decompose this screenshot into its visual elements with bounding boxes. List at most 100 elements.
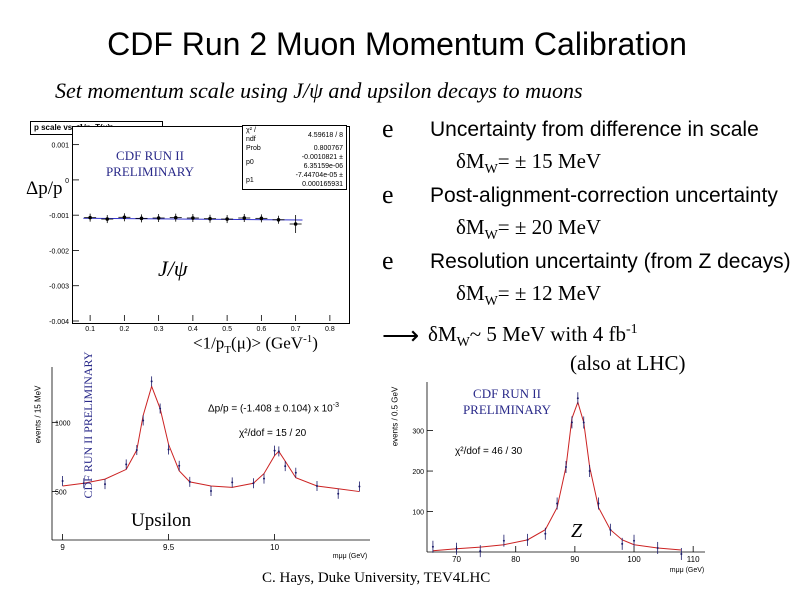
data-point bbox=[252, 482, 255, 485]
data-point bbox=[633, 539, 636, 542]
data-point bbox=[502, 539, 505, 542]
stat-value: 0.800767 bbox=[313, 145, 343, 152]
data-point bbox=[431, 545, 434, 548]
conclusion-sup: -1 bbox=[626, 322, 638, 337]
upsilon-fit-result: Δp/p = (-1.408 ± 0.104) x 10-3 bbox=[208, 402, 339, 414]
xlabel-part: <1/p bbox=[193, 333, 225, 353]
jpsi-preliminary-label: CDF RUN II PRELIMINARY bbox=[80, 148, 220, 180]
bullet-delta-mw: δMW= ± 15 MeV bbox=[456, 149, 601, 178]
x-tick-label: 70 bbox=[452, 555, 461, 564]
data-point bbox=[680, 552, 683, 555]
bullet-symbol: e bbox=[382, 180, 394, 209]
data-point bbox=[273, 449, 276, 452]
x-tick-label: 90 bbox=[570, 555, 579, 564]
fit-curve bbox=[432, 400, 682, 552]
data-point bbox=[576, 397, 579, 400]
bullet-symbol: e bbox=[382, 246, 394, 275]
upsilon-y-axis-label: events / 15 MeV bbox=[33, 385, 43, 444]
slide-subtitle: Set momentum scale using J/ψ and upsilon… bbox=[55, 78, 583, 103]
dm-sub: W bbox=[484, 294, 498, 310]
stat-value: 4.59618 / 8 bbox=[307, 131, 343, 139]
x-tick-label: 0.2 bbox=[120, 326, 130, 333]
data-point bbox=[656, 546, 659, 549]
dm-prefix: δM bbox=[456, 149, 485, 173]
slide-title: CDF Run 2 Muon Momentum Calibration bbox=[107, 26, 687, 62]
x-tick-label: 0.8 bbox=[325, 326, 335, 333]
data-point bbox=[276, 217, 281, 222]
prelim-line-1: CDF RUN II bbox=[116, 148, 184, 163]
z-decay-label: Z bbox=[571, 520, 583, 542]
conclusion-text: ~ 5 MeV with 4 fb bbox=[469, 322, 627, 346]
dm-value: = ± 20 MeV bbox=[497, 215, 602, 239]
z-preliminary-label: CDF RUN II PRELIMINARY bbox=[437, 386, 577, 418]
stat-label: χ² / ndf bbox=[246, 127, 256, 143]
jpsi-fit-stats-box: χ² / ndf 4.59618 / 8 Prob 0.800767 p0 -0.00… bbox=[242, 125, 347, 190]
x-tick-label: 0.6 bbox=[257, 326, 267, 333]
x-tick-label: 0.5 bbox=[222, 326, 232, 333]
data-point bbox=[135, 449, 138, 452]
xlabel-part: (μ)> (GeV bbox=[231, 333, 304, 353]
xlabel-sub: T bbox=[224, 344, 232, 357]
data-point bbox=[150, 380, 153, 383]
stat-label: p0 bbox=[246, 158, 254, 166]
bullet-text: Uncertainty from difference in scale bbox=[430, 118, 759, 141]
data-point bbox=[231, 481, 234, 484]
jpsi-x-axis-label: <1/pT(μ)> (GeV-1) bbox=[193, 333, 318, 356]
jpsi-y-axis-label: Δp/p bbox=[26, 178, 63, 199]
data-point bbox=[156, 216, 161, 220]
data-point bbox=[105, 217, 110, 221]
dm-sub: W bbox=[484, 162, 498, 178]
data-point bbox=[188, 480, 191, 483]
upsilon-plot-panel: 1000 500 9 9.5 10 mμμ (GeV) events / 15 MeV C… bbox=[30, 352, 375, 572]
x-tick-label: 9 bbox=[60, 543, 65, 552]
data-point bbox=[139, 216, 144, 221]
dm-value: = ± 15 MeV bbox=[497, 149, 602, 173]
fit-text: Δp/p = (-1.408 ± 0.104) x 10 bbox=[208, 403, 333, 415]
fit-exp: -3 bbox=[332, 402, 339, 409]
x-tick-label: 0.4 bbox=[188, 326, 198, 333]
prelim-line-2: PRELIMINARY bbox=[462, 402, 552, 417]
y-tick-label: 200 bbox=[412, 469, 424, 476]
xlabel-sup: -1 bbox=[303, 333, 313, 345]
stat-label: p1 bbox=[246, 176, 254, 184]
upsilon-chi2: χ²/dof = 15 / 20 bbox=[239, 428, 307, 439]
data-point bbox=[570, 421, 573, 424]
data-point bbox=[588, 470, 591, 472]
data-point bbox=[104, 483, 106, 486]
data-point bbox=[178, 464, 181, 467]
data-point bbox=[210, 490, 212, 493]
y-tick-label: -0.003 bbox=[49, 284, 69, 291]
xlabel-part: ) bbox=[312, 333, 318, 353]
stat-value: -0.0010821 ± 6.35159e-06 bbox=[301, 154, 343, 170]
y-tick-label: 500 bbox=[55, 490, 67, 497]
conclusion-arrow: ⟶ bbox=[382, 320, 420, 350]
data-point bbox=[294, 471, 297, 474]
x-tick-label: 9.5 bbox=[163, 543, 175, 552]
x-tick-label: 0.7 bbox=[291, 326, 301, 333]
bullet-symbol: e bbox=[382, 114, 394, 143]
data-point bbox=[242, 216, 247, 220]
data-point bbox=[316, 485, 318, 488]
x-tick-label: 110 bbox=[687, 555, 700, 564]
data-point bbox=[82, 482, 85, 485]
bullet-delta-mw: δMW= ± 12 MeV bbox=[456, 281, 601, 310]
upsilon-preliminary-label: CDF RUN II PRELIMINARY bbox=[81, 351, 95, 499]
data-point bbox=[293, 222, 298, 226]
stat-value: -7.44704e-05 ± 0.000165931 bbox=[295, 172, 343, 188]
bullet-delta-mw: δMW= ± 20 MeV bbox=[456, 215, 601, 244]
data-point bbox=[173, 215, 178, 220]
y-tick-label: 300 bbox=[412, 429, 424, 436]
prelim-line-2: PRELIMINARY bbox=[105, 164, 195, 179]
data-point bbox=[556, 502, 559, 505]
data-point bbox=[263, 477, 265, 480]
y-tick-label: -0.002 bbox=[49, 248, 69, 255]
data-point bbox=[259, 216, 264, 221]
y-tick-label: -0.001 bbox=[49, 213, 69, 220]
dm-sub: W bbox=[456, 335, 470, 351]
data-point bbox=[597, 502, 600, 505]
conclusion-statement: δMW~ 5 MeV with 4 fb-1 bbox=[428, 322, 638, 351]
y-tick-label: 100 bbox=[412, 510, 424, 517]
data-point bbox=[191, 216, 195, 220]
data-point bbox=[358, 485, 361, 488]
